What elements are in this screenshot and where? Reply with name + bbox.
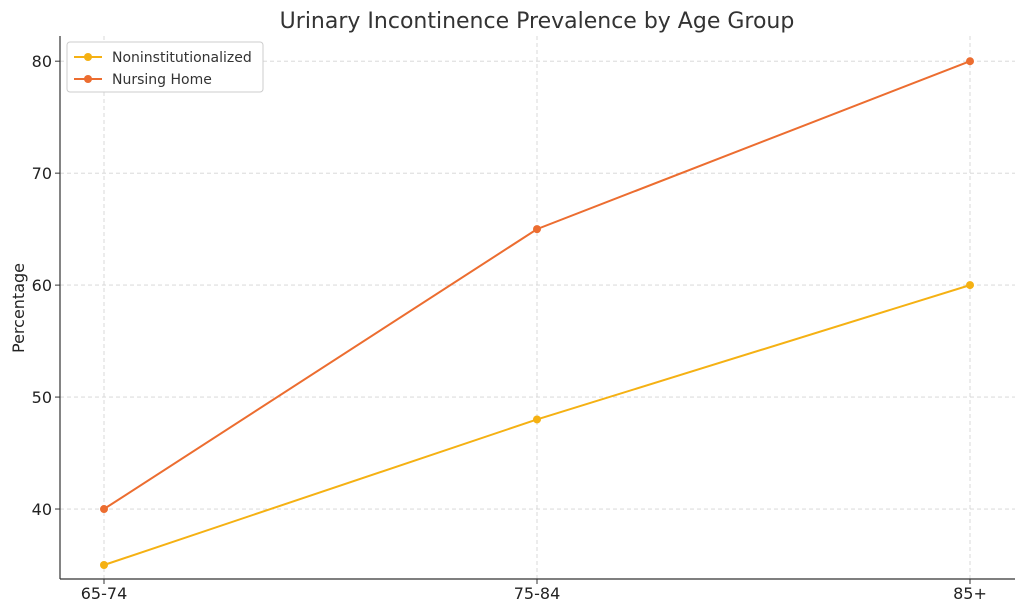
y-tick-label: 60: [32, 276, 52, 295]
x-tick-label: 65-74: [81, 584, 128, 603]
x-tick-label: 75-84: [514, 584, 561, 603]
data-point: [966, 57, 974, 66]
series-0: [100, 281, 974, 570]
legend-label: Nursing Home: [112, 72, 212, 88]
legend-swatch-marker: [84, 53, 92, 61]
chart-title: Urinary Incontinence Prevalence by Age G…: [280, 9, 795, 34]
data-point: [966, 281, 974, 290]
axes: [59, 36, 1015, 580]
y-axis-label: Percentage: [9, 263, 28, 353]
y-tick-label: 40: [32, 500, 52, 519]
y-tick-labels: 40 50 60 70 80: [32, 52, 60, 519]
y-tick-label: 50: [32, 388, 52, 407]
x-tick-labels: 65-74 75-84 85+: [81, 579, 987, 603]
y-tick-label: 70: [32, 164, 52, 183]
grid-lines: [60, 36, 1015, 579]
legend-box: [66, 41, 264, 93]
x-tick-label: 85+: [953, 584, 987, 603]
data-point: [533, 225, 541, 234]
data-point: [100, 561, 108, 570]
series-1: [100, 57, 974, 514]
legend-label: Noninstitutionalized: [112, 50, 252, 66]
series-layer: [100, 57, 974, 570]
y-tick-label: 80: [32, 52, 52, 71]
data-point: [533, 415, 541, 424]
legend: Noninstitutionalized Nursing Home: [66, 41, 264, 93]
data-point: [100, 505, 108, 514]
legend-swatch-marker: [84, 75, 92, 83]
